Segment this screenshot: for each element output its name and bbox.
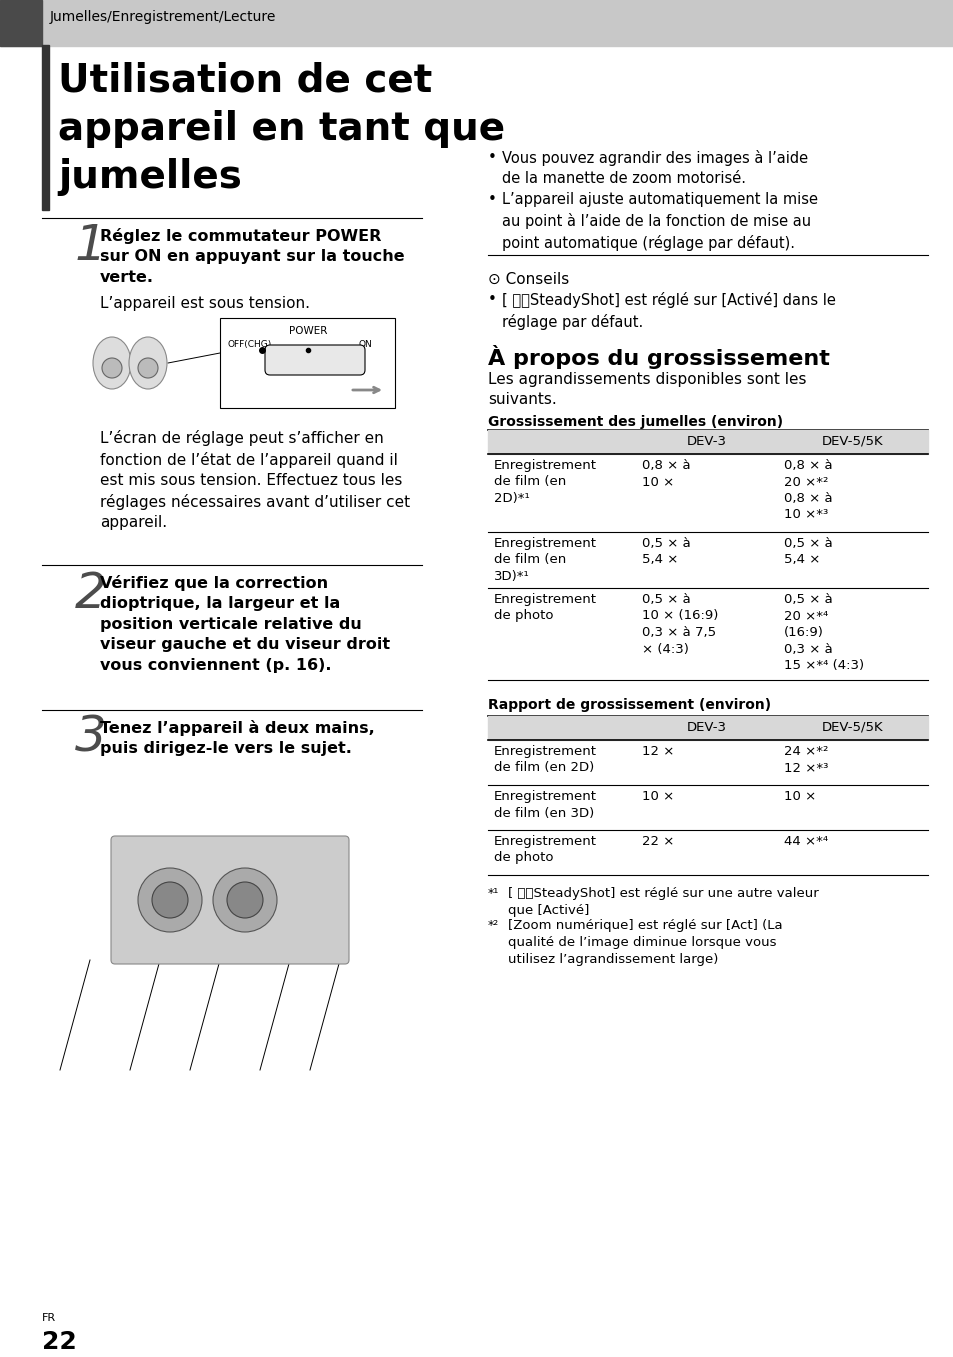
Text: DEV-3: DEV-3 [686, 436, 726, 448]
Text: [ ⌗⌗SteadyShot] est réglé sur une autre valeur
que [Activé]: [ ⌗⌗SteadyShot] est réglé sur une autre … [507, 887, 818, 917]
Text: •: • [488, 292, 497, 307]
Text: 1: 1 [75, 223, 107, 270]
Text: DEV-5/5K: DEV-5/5K [821, 721, 882, 734]
Text: POWER: POWER [289, 326, 327, 337]
FancyBboxPatch shape [265, 345, 365, 375]
Text: OFF(CHG): OFF(CHG) [228, 341, 272, 349]
Text: 10 ×: 10 × [783, 790, 816, 803]
Text: Enregistrement
de film (en
3D)*¹: Enregistrement de film (en 3D)*¹ [494, 537, 597, 584]
Text: *²: *² [488, 919, 498, 932]
Text: Vérifiez que la correction
dioptrique, la largeur et la
position verticale relat: Vérifiez que la correction dioptrique, l… [100, 575, 390, 673]
Text: Vous pouvez agrandir des images à l’aide
de la manette de zoom motorisé.: Vous pouvez agrandir des images à l’aide… [501, 151, 807, 186]
Circle shape [138, 868, 202, 932]
Text: L’appareil ajuste automatiquement la mise
au point à l’aide de la fonction de mi: L’appareil ajuste automatiquement la mis… [501, 191, 817, 251]
Text: 0,5 × à
5,4 ×: 0,5 × à 5,4 × [783, 537, 832, 566]
Text: 22: 22 [42, 1330, 76, 1354]
Text: Enregistrement
de photo: Enregistrement de photo [494, 593, 597, 623]
Circle shape [152, 882, 188, 917]
Ellipse shape [129, 337, 167, 389]
Text: Grossissement des jumelles (environ): Grossissement des jumelles (environ) [488, 415, 782, 429]
Text: [Zoom numérique] est réglé sur [Act] (La
qualité de l’image diminue lorsque vous: [Zoom numérique] est réglé sur [Act] (La… [507, 919, 781, 966]
Text: ⊙ Conseils: ⊙ Conseils [488, 271, 569, 286]
Text: 0,8 × à
20 ×*²
0,8 × à
10 ×*³: 0,8 × à 20 ×*² 0,8 × à 10 ×*³ [783, 459, 832, 521]
Circle shape [102, 358, 122, 379]
Text: Tenez l’appareil à deux mains,
puis dirigez-le vers le sujet.: Tenez l’appareil à deux mains, puis diri… [100, 721, 375, 756]
Text: L’écran de réglage peut s’afficher en
fonction de l’état de l’appareil quand il
: L’écran de réglage peut s’afficher en fo… [100, 430, 410, 531]
Text: 22 ×: 22 × [641, 835, 674, 848]
Text: ON: ON [357, 341, 372, 349]
Text: •: • [488, 191, 497, 208]
Text: jumelles: jumelles [58, 157, 242, 195]
Circle shape [138, 358, 158, 379]
Text: Enregistrement
de film (en 2D): Enregistrement de film (en 2D) [494, 745, 597, 775]
Text: 0,5 × à
5,4 ×: 0,5 × à 5,4 × [641, 537, 690, 566]
Text: 44 ×*⁴: 44 ×*⁴ [783, 835, 827, 848]
Text: Enregistrement
de photo: Enregistrement de photo [494, 835, 597, 864]
Bar [488, 716, 927, 740]
Text: L’appareil est sous tension.: L’appareil est sous tension. [100, 296, 310, 311]
Ellipse shape [92, 337, 131, 389]
Text: Enregistrement
de film (en 3D): Enregistrement de film (en 3D) [494, 790, 597, 820]
Text: DEV-5/5K: DEV-5/5K [821, 436, 882, 448]
Text: Utilisation de cet: Utilisation de cet [58, 62, 432, 100]
Text: Réglez le commutateur POWER
sur ON en appuyant sur la touche
verte.: Réglez le commutateur POWER sur ON en ap… [100, 228, 404, 285]
Text: appareil en tant que: appareil en tant que [58, 110, 504, 148]
Text: 3: 3 [75, 714, 107, 763]
Bar [220, 318, 395, 408]
Bar [0, 0, 42, 46]
Text: 10 ×: 10 × [641, 790, 674, 803]
Text: 0,5 × à
20 ×*⁴
(16:9)
0,3 × à
15 ×*⁴ (4:3): 0,5 × à 20 ×*⁴ (16:9) 0,3 × à 15 ×*⁴ (4:… [783, 593, 863, 672]
Text: Enregistrement
de film (en
2D)*¹: Enregistrement de film (en 2D)*¹ [494, 459, 597, 505]
Text: 24 ×*²
12 ×*³: 24 ×*² 12 ×*³ [783, 745, 827, 775]
Text: 12 ×: 12 × [641, 745, 674, 759]
Bar [488, 430, 927, 455]
Text: *¹: *¹ [488, 887, 498, 900]
Bar [0, 0, 953, 46]
Text: DEV-3: DEV-3 [686, 721, 726, 734]
Circle shape [213, 868, 276, 932]
Text: 0,5 × à
10 × (16:9)
0,3 × à 7,5
× (4:3): 0,5 × à 10 × (16:9) 0,3 × à 7,5 × (4:3) [641, 593, 718, 655]
Bar [42, 45, 49, 210]
Text: 2: 2 [75, 570, 107, 617]
FancyBboxPatch shape [111, 836, 349, 963]
Text: [ ⌗⌗SteadyShot] est réglé sur [Activé] dans le
réglage par défaut.: [ ⌗⌗SteadyShot] est réglé sur [Activé] d… [501, 292, 835, 330]
Circle shape [227, 882, 263, 917]
Text: Jumelles/Enregistrement/Lecture: Jumelles/Enregistrement/Lecture [50, 9, 276, 24]
Text: Rapport de grossissement (environ): Rapport de grossissement (environ) [488, 697, 770, 712]
Text: Les agrandissements disponibles sont les
suivants.: Les agrandissements disponibles sont les… [488, 372, 805, 407]
Text: 0,8 × à
10 ×: 0,8 × à 10 × [641, 459, 690, 489]
Text: À propos du grossissement: À propos du grossissement [488, 345, 829, 369]
Text: •: • [488, 151, 497, 166]
Text: FR: FR [42, 1314, 56, 1323]
